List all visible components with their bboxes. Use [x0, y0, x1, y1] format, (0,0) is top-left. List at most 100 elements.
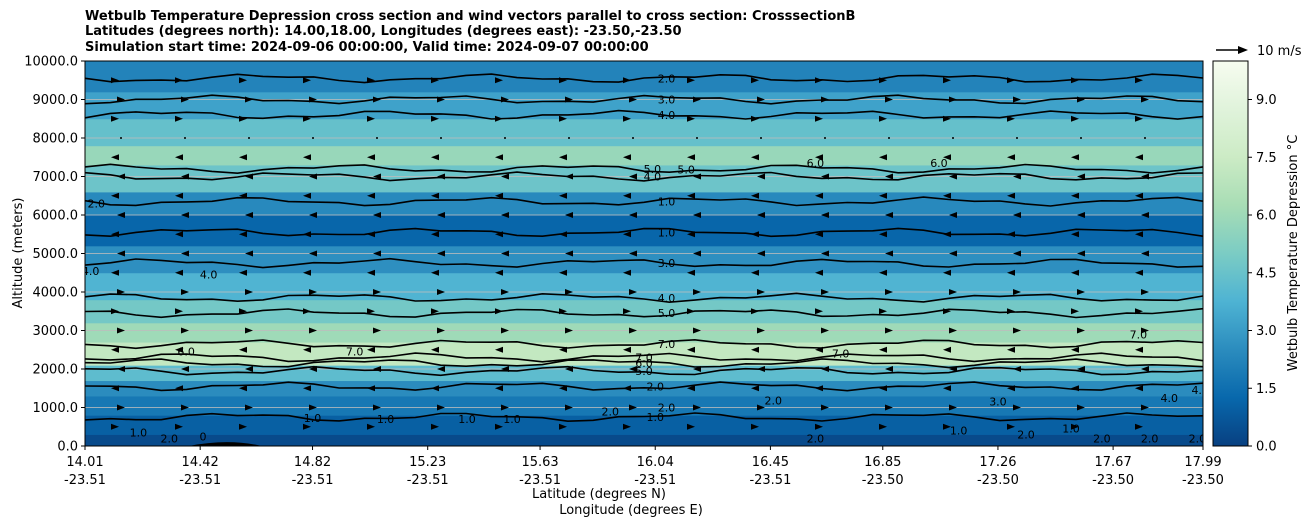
wind-vector — [815, 192, 823, 199]
wind-vector — [949, 404, 957, 411]
wind-vector — [431, 154, 439, 161]
contour-label: 1.0 — [1062, 423, 1080, 436]
contour-label: 7.0 — [832, 348, 850, 361]
wind-vector — [879, 269, 887, 276]
y-tick-label: 2000.0 — [33, 363, 79, 378]
colorbar-tick-label: 0.0 — [1256, 440, 1277, 455]
contour-label: 4.0 — [658, 292, 676, 305]
colorbar-tick-label: 9.0 — [1256, 93, 1277, 108]
wind-vector — [1141, 366, 1149, 372]
wind-vector — [1013, 327, 1021, 334]
wind-vector — [175, 231, 183, 238]
contour-line — [85, 292, 1203, 304]
wind-vector — [693, 327, 701, 334]
wind-vector — [943, 231, 951, 238]
contour-label: 6.0 — [930, 157, 948, 170]
wind-vector — [495, 308, 503, 315]
contour-label: 2.0 — [1189, 432, 1207, 445]
wind-vector — [821, 250, 829, 257]
wind-vector — [952, 137, 954, 139]
wind-vector — [303, 385, 311, 392]
contour-band — [85, 215, 1203, 247]
wind-vector — [437, 289, 445, 295]
contour-band — [85, 299, 1203, 324]
wind-vector — [111, 77, 119, 84]
wind-vector — [623, 385, 631, 392]
wind-vector — [248, 137, 250, 139]
wind-vector — [117, 289, 125, 295]
wind-vector — [1077, 404, 1085, 411]
y-tick-label: 7000.0 — [33, 170, 79, 185]
wind-vector — [181, 96, 189, 103]
wind-vector — [495, 192, 503, 199]
wind-vector — [303, 346, 311, 353]
wind-vector — [824, 137, 826, 139]
wind-vector — [504, 137, 506, 139]
wind-vector — [312, 137, 314, 139]
contour-line — [85, 381, 1203, 392]
wind-vector — [367, 77, 375, 84]
x-tick-label-lat: 16.04 — [637, 455, 674, 470]
wind-vector — [821, 212, 829, 218]
wind-vector — [885, 173, 893, 180]
wind-vector — [1071, 77, 1079, 84]
contour-label: 1.0 — [503, 413, 521, 426]
wind-vector — [309, 366, 317, 372]
contour-label: 2.0 — [161, 432, 179, 445]
x-tick-label-lat: 17.26 — [979, 455, 1016, 470]
contour-label: 2.0 — [1141, 432, 1159, 445]
contour-label: 2.0 — [658, 402, 676, 415]
wind-vector — [303, 115, 311, 122]
wind-vector — [693, 289, 701, 295]
contour-label: 4.0 — [658, 109, 676, 122]
wind-vector — [1077, 212, 1085, 218]
wind-vector — [175, 308, 183, 315]
quiver-key-label: 10 m/s — [1257, 44, 1302, 59]
contour-line — [85, 352, 1203, 363]
wind-vector — [687, 115, 695, 122]
wind-vector — [1135, 423, 1143, 430]
wind-vector — [815, 269, 823, 276]
wind-vector — [111, 346, 119, 353]
wind-vector — [757, 250, 765, 257]
wind-vector — [888, 137, 890, 139]
chart-title-line-1: Wetbulb Temperature Depression cross sec… — [85, 9, 856, 24]
wind-vector — [757, 327, 765, 334]
wind-vector — [623, 77, 631, 84]
wind-vector — [1077, 366, 1085, 372]
wind-vector — [1007, 346, 1015, 353]
wind-vector — [501, 250, 509, 257]
x-tick-label-lon: -23.51 — [292, 473, 334, 488]
contour-label: 1.0 — [950, 425, 968, 438]
wind-vector — [943, 115, 951, 122]
colorbar-label: Wetbulb Temperature Depression °C — [1286, 135, 1301, 372]
wind-vector — [501, 404, 509, 411]
wind-vector — [1007, 77, 1015, 84]
contour-band — [85, 342, 1203, 366]
contour-label: 5.0 — [658, 307, 676, 320]
wind-vector — [239, 231, 247, 238]
wind-vector — [376, 137, 378, 139]
contour-label: 3.0 — [989, 396, 1007, 409]
wind-vector — [373, 404, 381, 411]
wind-vector — [949, 212, 957, 218]
wind-vector — [245, 173, 253, 180]
wind-vector — [245, 212, 253, 218]
wind-vector — [367, 192, 375, 199]
wind-vector — [303, 308, 311, 315]
wind-vector — [373, 250, 381, 257]
wind-vector — [181, 404, 189, 411]
wind-vector — [565, 327, 573, 334]
contour-line — [85, 94, 1203, 105]
wind-vector — [821, 327, 829, 334]
wind-vector — [1080, 137, 1082, 139]
wind-vector — [1141, 173, 1149, 180]
wind-vector — [815, 308, 823, 315]
contour-label: 4.0 — [1161, 392, 1179, 405]
wind-vector — [751, 77, 759, 84]
wind-vector — [949, 366, 957, 372]
wind-vector — [373, 173, 381, 180]
wind-vector — [559, 308, 567, 315]
x-tick-label-lon: -23.51 — [634, 473, 676, 488]
